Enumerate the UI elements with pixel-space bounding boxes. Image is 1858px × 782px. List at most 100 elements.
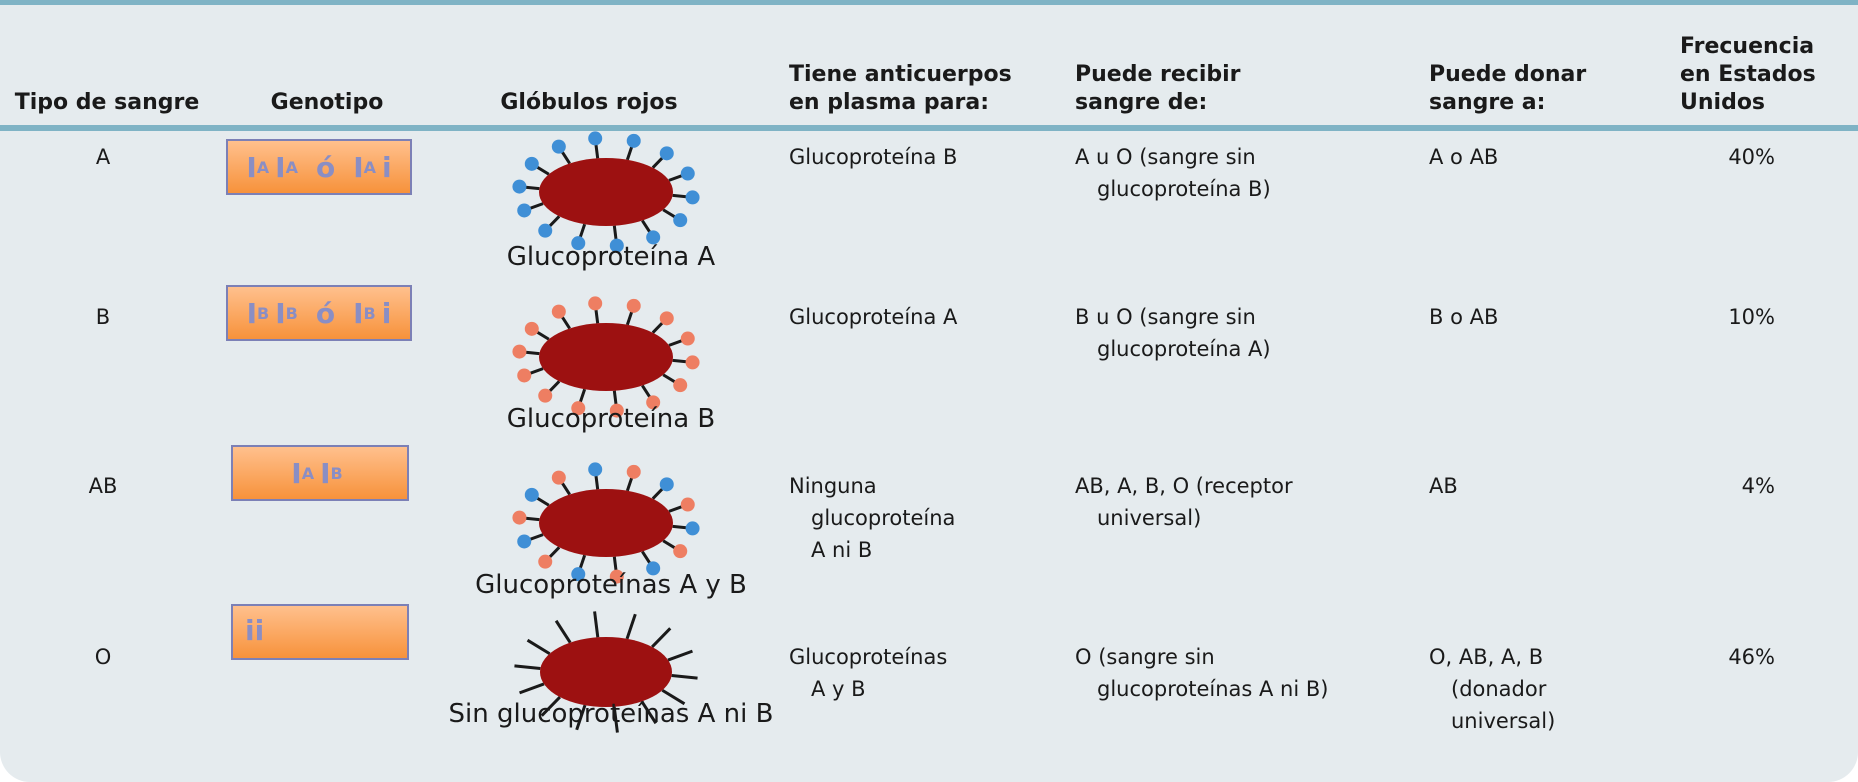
column-header: Genotipo xyxy=(270,90,384,115)
glycoprotein xyxy=(685,190,700,205)
allele-superscript: B xyxy=(257,303,270,323)
receives-text: A u O (sangre sin xyxy=(1075,145,1256,169)
glycoprotein xyxy=(680,497,695,512)
glycoprotein xyxy=(673,213,688,228)
allele: I xyxy=(275,150,286,184)
glycoprotein xyxy=(680,331,695,346)
cell-caption: Glucoproteínas A y B xyxy=(475,570,747,600)
donates-text: A o AB xyxy=(1429,145,1499,169)
glycoprotein xyxy=(551,470,566,485)
glycoprotein xyxy=(571,567,586,582)
header-rule xyxy=(0,125,1858,131)
antibodies-text: A ni B xyxy=(811,538,873,562)
donates-text: O, AB, A, B xyxy=(1429,645,1544,669)
frequency: 46% xyxy=(1728,645,1775,669)
spike xyxy=(625,613,637,640)
glycoprotein xyxy=(626,464,641,479)
allele-superscript: B xyxy=(363,303,376,323)
red-cell xyxy=(539,323,673,391)
allele-superscript: A xyxy=(256,157,270,177)
receives-text: glucoproteína B) xyxy=(1097,177,1271,201)
red-cell xyxy=(540,637,672,707)
cell-caption: Glucoproteína B xyxy=(506,404,716,434)
glycoprotein xyxy=(685,355,700,370)
receives-text: B u O (sangre sin xyxy=(1075,305,1256,329)
allele-superscript: A xyxy=(363,157,377,177)
genotype-text: ii xyxy=(245,614,265,647)
allele: I xyxy=(291,456,302,490)
column-header: Puede recibir xyxy=(1075,62,1241,87)
allele: I xyxy=(320,456,331,490)
frequency: 40% xyxy=(1728,145,1775,169)
glycoprotein xyxy=(609,569,624,584)
glycoprotein xyxy=(626,133,641,148)
receives-text: glucoproteína A) xyxy=(1097,337,1271,361)
column-header: Frecuencia xyxy=(1680,34,1815,59)
glycoprotein xyxy=(588,462,603,477)
receives-text: O (sangre sin xyxy=(1075,645,1215,669)
allele: I xyxy=(246,296,258,330)
glycoprotein xyxy=(571,236,586,251)
glycoprotein xyxy=(646,230,661,245)
glycoprotein xyxy=(538,388,553,403)
antibodies-text: A y B xyxy=(811,677,866,701)
allele: I xyxy=(353,150,364,184)
spike xyxy=(651,627,672,648)
glycoprotein xyxy=(512,179,527,194)
antibodies-text: glucoproteína xyxy=(811,506,956,530)
glycoprotein xyxy=(512,344,527,359)
spike xyxy=(671,674,698,680)
glycoprotein xyxy=(646,395,661,410)
blood-type: AB xyxy=(88,474,118,498)
receives-text: AB, A, B, O (receptor xyxy=(1075,474,1293,498)
glycoprotein xyxy=(524,156,539,171)
allele-superscript: A xyxy=(285,157,298,177)
cell-caption: Glucoproteína A xyxy=(506,242,716,272)
frequency: 10% xyxy=(1728,305,1775,329)
frequency: 4% xyxy=(1741,474,1775,498)
spike xyxy=(519,682,545,695)
glycoprotein xyxy=(659,146,674,161)
glycoprotein xyxy=(538,554,553,569)
genotype-text: ó xyxy=(315,150,336,184)
blood-type: A xyxy=(95,145,111,169)
glycoprotein xyxy=(524,321,539,336)
glycoprotein xyxy=(571,401,586,416)
allele: I xyxy=(246,150,257,184)
glycoprotein xyxy=(517,203,532,218)
red-cell xyxy=(539,158,673,226)
glycoprotein xyxy=(517,368,532,383)
donates-text: B o AB xyxy=(1429,305,1499,329)
spike xyxy=(575,704,587,731)
allele-superscript: B xyxy=(330,463,343,483)
column-header: Glóbulos rojos xyxy=(500,90,678,115)
glycoprotein xyxy=(626,298,641,313)
column-header: en plasma para: xyxy=(789,90,989,115)
column-header: sangre a: xyxy=(1429,90,1546,115)
red-cell xyxy=(539,489,673,557)
cell-caption: Sin glucoproteínas A ni B xyxy=(448,699,774,729)
column-header: sangre de: xyxy=(1075,90,1208,115)
antibodies-text: Glucoproteína B xyxy=(789,145,958,169)
glycoprotein xyxy=(588,296,603,311)
column-header: Puede donar xyxy=(1429,62,1587,87)
glycoprotein xyxy=(659,311,674,326)
genotype-text: i xyxy=(382,150,392,184)
spike xyxy=(526,638,551,656)
allele-superscript: B xyxy=(285,303,298,323)
antibodies-text: Glucoproteína A xyxy=(789,305,958,329)
antibodies-text: Ninguna xyxy=(789,474,877,498)
glycoprotein xyxy=(673,544,688,559)
genotype-text: ó xyxy=(315,296,336,330)
allele-superscript: A xyxy=(301,463,315,483)
spike xyxy=(612,706,619,733)
allele: I xyxy=(275,296,286,330)
column-header: en Estados xyxy=(1680,62,1816,87)
spike xyxy=(640,700,658,725)
glycoprotein xyxy=(609,238,624,253)
column-header: Tiene anticuerpos xyxy=(789,62,1012,87)
allele: I xyxy=(353,296,364,330)
column-header: Unidos xyxy=(1680,90,1766,115)
